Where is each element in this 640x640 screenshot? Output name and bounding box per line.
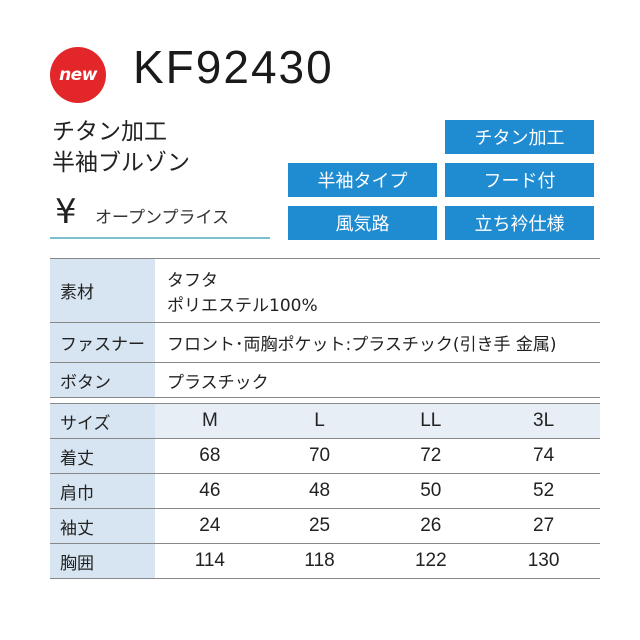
model-number: KF92430 — [133, 41, 334, 93]
spec-label: 素材 — [50, 258, 155, 323]
size-row-label: 着丈 — [50, 438, 155, 474]
size-row: 着丈 68 70 72 74 — [50, 438, 600, 474]
size-table: サイズ M L LL 3L 着丈 68 70 72 74 肩巾 46 48 50 52 袖丈 24… — [50, 403, 600, 579]
size-cell: 122 — [374, 543, 488, 579]
size-header: 3L — [487, 403, 600, 439]
tag-airflow: 風気路 — [288, 206, 437, 240]
size-cell: 130 — [487, 543, 600, 579]
spec-value: プラスチック — [155, 362, 600, 398]
product-type: 半袖ブルゾン — [52, 150, 190, 176]
tag-titanium: チタン加工 — [445, 120, 594, 154]
spec-row-button: ボタン プラスチック — [50, 362, 600, 398]
price-underline — [50, 237, 270, 239]
spec-label: ボタン — [50, 362, 155, 398]
size-cell: 114 — [155, 543, 265, 579]
size-cell: 70 — [264, 438, 375, 474]
price-text: オープンプライス — [95, 208, 229, 228]
size-cell: 25 — [264, 508, 375, 544]
spec-row-material: 素材 タフタポリエステル100% — [50, 258, 600, 323]
tag-hood: フード付 — [445, 163, 594, 197]
size-cell: 24 — [155, 508, 265, 544]
size-row: 肩巾 46 48 50 52 — [50, 473, 600, 509]
spec-value: フロント･両胸ポケット:プラスチック(引き手 金属) — [155, 322, 600, 363]
spec-value: ポリエステル100% — [167, 295, 318, 316]
size-row-label: 袖丈 — [50, 508, 155, 544]
size-cell: 27 — [487, 508, 600, 544]
size-cell: 68 — [155, 438, 265, 474]
size-cell: 118 — [264, 543, 375, 579]
size-header: サイズ — [50, 403, 155, 439]
size-cell: 52 — [487, 473, 600, 509]
size-header: LL — [374, 403, 488, 439]
size-row-label: 胸囲 — [50, 543, 155, 579]
size-row-label: 肩巾 — [50, 473, 155, 509]
feature-title: チタン加工 — [52, 119, 167, 145]
size-cell: 48 — [264, 473, 375, 509]
size-cell: 74 — [487, 438, 600, 474]
size-cell: 50 — [374, 473, 488, 509]
spec-value: タフタ — [167, 270, 218, 291]
size-header: M — [155, 403, 265, 439]
yen-icon: ¥ — [55, 192, 77, 232]
spec-table: 素材 タフタポリエステル100% ファスナー フロント･両胸ポケット:プラスチッ… — [50, 258, 600, 398]
size-cell: 46 — [155, 473, 265, 509]
size-row: 胸囲 114 118 122 130 — [50, 543, 600, 579]
size-cell: 72 — [374, 438, 488, 474]
tag-short-sleeve: 半袖タイプ — [288, 163, 437, 197]
size-header: L — [264, 403, 375, 439]
spec-row-fastener: ファスナー フロント･両胸ポケット:プラスチック(引き手 金属) — [50, 322, 600, 363]
spec-label: ファスナー — [50, 322, 155, 363]
tag-stand-collar: 立ち衿仕様 — [445, 206, 594, 240]
size-row: 袖丈 24 25 26 27 — [50, 508, 600, 544]
new-badge: new — [50, 47, 106, 103]
size-header-row: サイズ M L LL 3L — [50, 403, 600, 439]
size-cell: 26 — [374, 508, 488, 544]
